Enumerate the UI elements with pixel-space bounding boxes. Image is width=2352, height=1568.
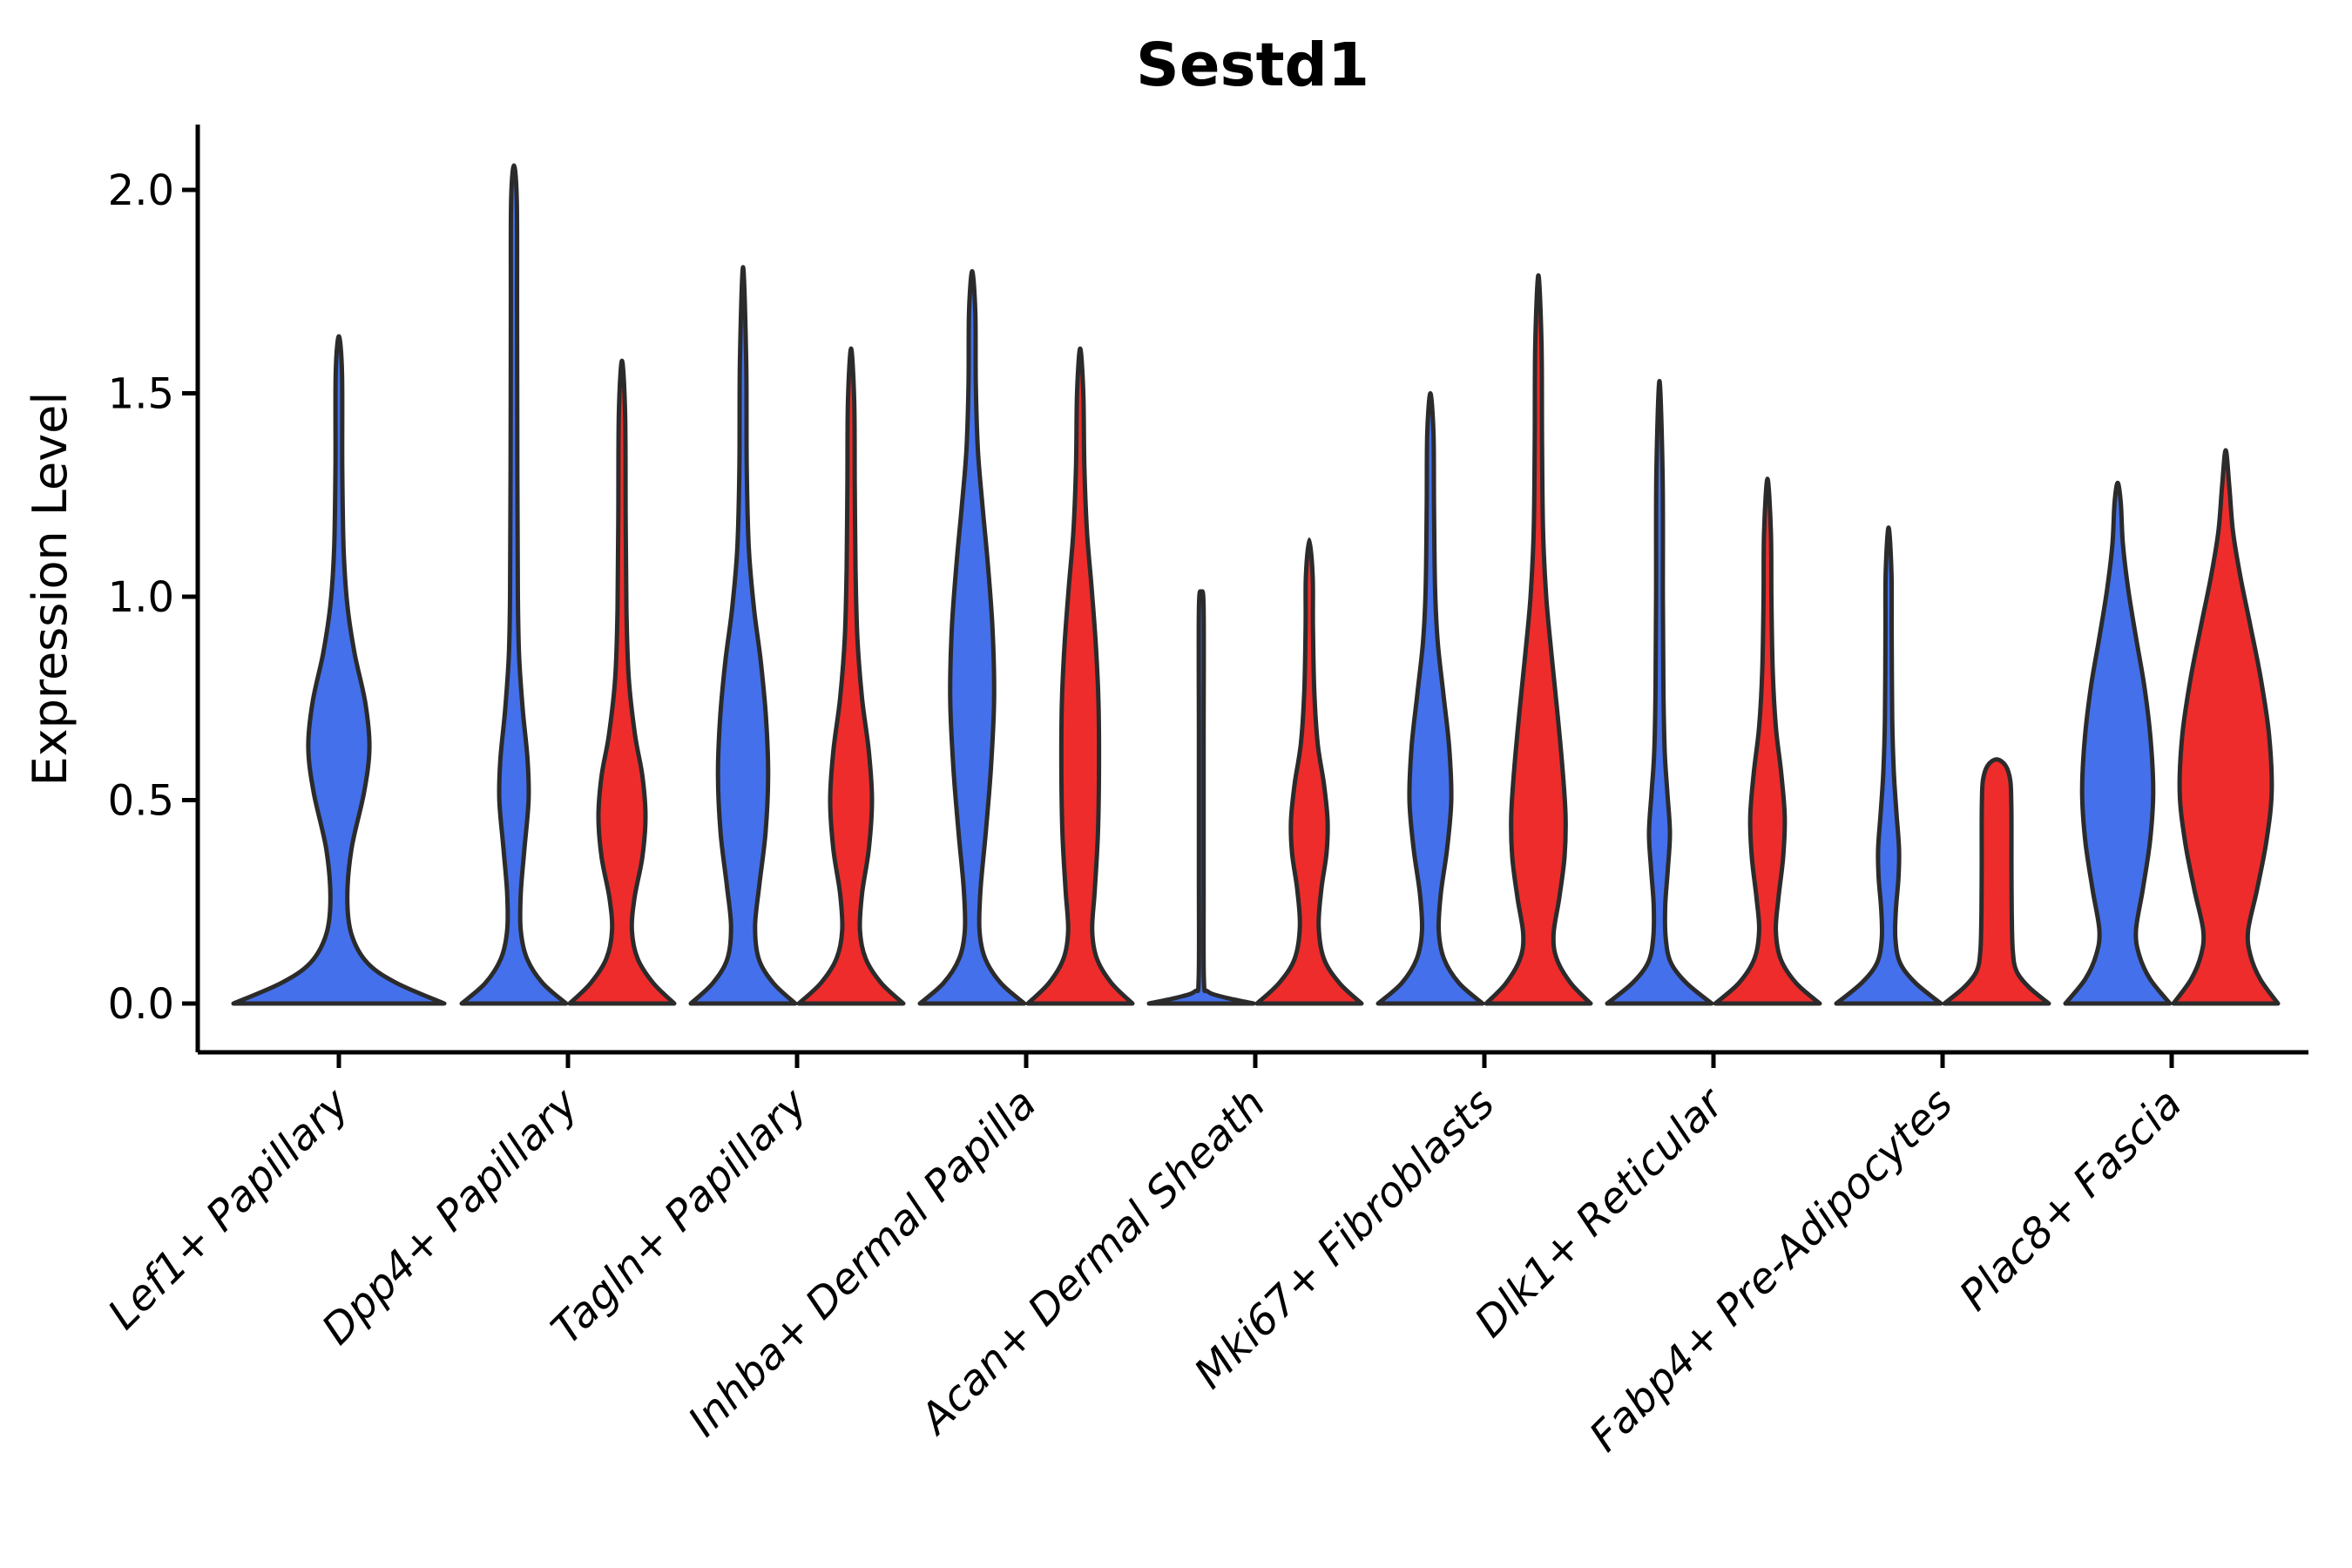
x-tick-label-7: Fabp4+ Pre-Adipocytes — [1580, 1079, 1963, 1462]
y-axis-label: Expression Level — [23, 392, 78, 787]
violin-red-8 — [2171, 448, 2281, 1006]
violin-red-7 — [1942, 757, 2051, 1006]
x-tick-label-8: Plac8+ Fascia — [1950, 1079, 2192, 1321]
y-tick-label-2.0: 2.0 — [108, 166, 174, 215]
violin-blue-3 — [917, 268, 1027, 1006]
y-tick-label-0.0: 0.0 — [108, 980, 174, 1029]
y-tick-label-1.0: 1.0 — [108, 573, 174, 622]
violin-layer — [231, 163, 2281, 1006]
x-tick-label-6: Dlk1+ Reticular — [1465, 1078, 1735, 1348]
violin-blue-8 — [2063, 480, 2173, 1006]
violin-blue-2 — [688, 265, 798, 1006]
x-tick-label-1: Dpp4+ Papillary — [313, 1078, 588, 1354]
x-tick-label-2: Tagln+ Papillary — [542, 1078, 817, 1354]
violin-blue-7 — [1834, 525, 1943, 1006]
violin-red-3 — [1025, 346, 1135, 1006]
violin-blue-4 — [1146, 589, 1256, 1006]
y-tick-label-0.5: 0.5 — [108, 777, 174, 826]
violin-red-4 — [1254, 537, 1364, 1006]
violin-blue-6 — [1605, 379, 1714, 1006]
violin-red-2 — [796, 346, 906, 1006]
axes-layer — [182, 125, 2308, 1068]
violin-blue-0 — [231, 334, 447, 1006]
chart-title: Sestd1 — [1136, 30, 1369, 100]
y-tick-label-1.5: 1.5 — [108, 370, 174, 419]
violin-blue-1 — [459, 163, 569, 1006]
violin-red-1 — [567, 358, 677, 1006]
violin-red-5 — [1484, 273, 1593, 1006]
x-tick-label-0: Lef1+ Papillary — [98, 1078, 359, 1339]
violin-red-6 — [1713, 476, 1822, 1006]
violin-blue-5 — [1375, 391, 1485, 1006]
